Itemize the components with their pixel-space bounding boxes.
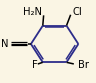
Text: Br: Br [78, 60, 89, 70]
Text: Cl: Cl [73, 7, 82, 17]
Text: N: N [1, 39, 9, 49]
Text: F: F [32, 60, 38, 70]
Text: H₂N: H₂N [23, 7, 42, 17]
